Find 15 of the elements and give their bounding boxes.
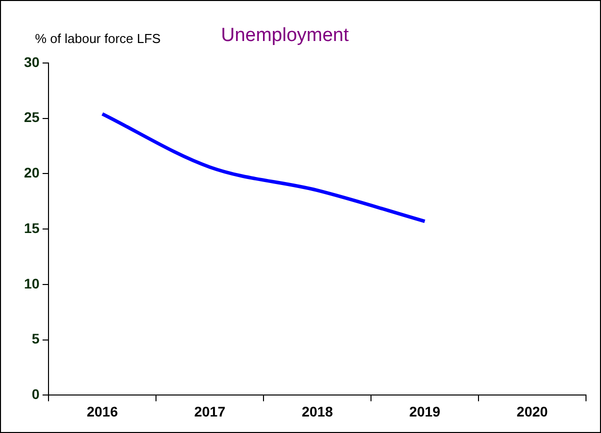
y-axis-title: % of labour force LFS bbox=[35, 31, 161, 46]
y-tick-label: 10 bbox=[24, 275, 40, 292]
y-tick-label: 5 bbox=[32, 330, 40, 347]
x-tick-label: 2020 bbox=[516, 403, 548, 420]
y-tick-label: 15 bbox=[24, 220, 40, 236]
x-tick-label: 2016 bbox=[86, 403, 118, 420]
x-tick-label: 2017 bbox=[194, 403, 226, 420]
chart-title: Unemployment bbox=[221, 25, 349, 47]
y-tick-label: 0 bbox=[32, 386, 40, 402]
line-series bbox=[100, 112, 427, 224]
x-tick-label: 2019 bbox=[409, 403, 441, 420]
y-tick-label: 20 bbox=[24, 164, 40, 181]
y-tick-label: 30 bbox=[24, 54, 40, 70]
y-tick-label: 25 bbox=[24, 109, 40, 126]
x-tick-label: 2018 bbox=[302, 403, 334, 420]
